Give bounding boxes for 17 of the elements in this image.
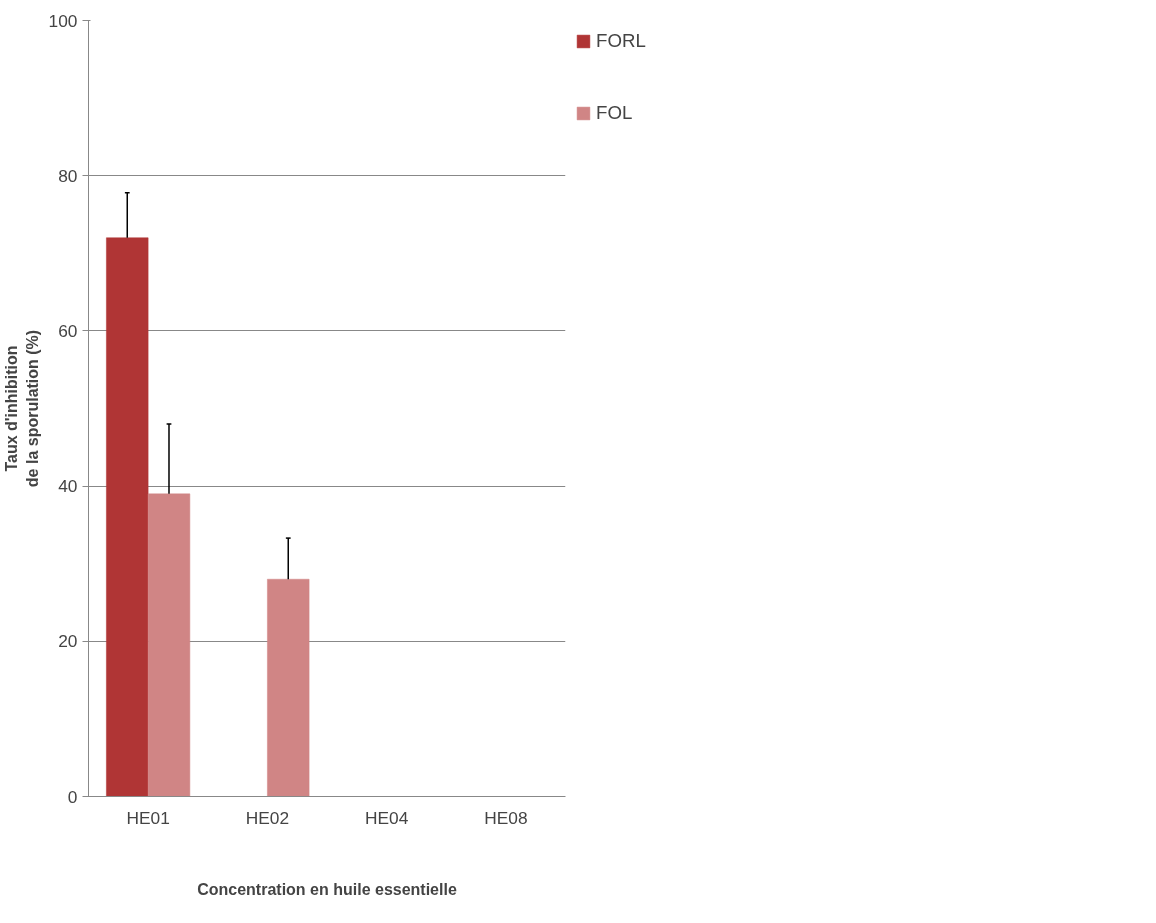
y-tick-label: 80 bbox=[58, 165, 78, 186]
x-tick-label: HE04 bbox=[364, 807, 409, 828]
x-tick-label: HE08 bbox=[484, 807, 528, 828]
bar bbox=[106, 237, 149, 797]
y-axis-title: Taux d'inhibition de la sporulation (%) bbox=[3, 329, 41, 488]
x-tick-label: HE01 bbox=[126, 807, 170, 828]
legend-label: FORL bbox=[596, 30, 646, 52]
x-tick-label: HE02 bbox=[245, 807, 290, 828]
bar bbox=[267, 578, 310, 797]
y-tick-label: 20 bbox=[58, 631, 78, 652]
y-tick-label: 0 bbox=[67, 786, 78, 807]
y-tick-label: 40 bbox=[58, 476, 78, 497]
legend-label: FOL bbox=[596, 102, 633, 124]
x-axis-title: Concentration en huile essentielle bbox=[197, 880, 457, 898]
y-tick-label: 60 bbox=[58, 320, 78, 341]
y-tick-label: 100 bbox=[48, 10, 78, 31]
bar bbox=[147, 493, 191, 797]
